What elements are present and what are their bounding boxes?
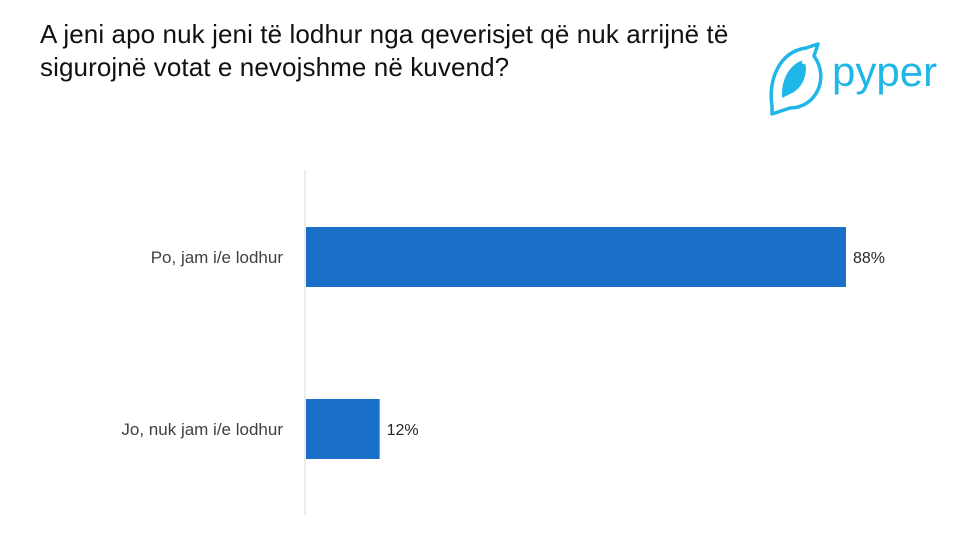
category-label-2: Jo, nuk jam i/e lodhur — [121, 420, 283, 439]
bar-1 — [306, 227, 846, 287]
chart-title: A jeni apo nuk jeni të lodhur nga qeveri… — [40, 19, 729, 82]
logo-text: pyper — [832, 48, 937, 95]
category-label-1: Po, jam i/e lodhur — [151, 248, 284, 267]
pyper-logo: pyper — [766, 42, 966, 118]
data-label-2: 12% — [387, 422, 419, 439]
bar-2 — [306, 399, 380, 459]
bird-icon: pyper — [769, 42, 937, 116]
data-label-1: 88% — [853, 250, 885, 267]
